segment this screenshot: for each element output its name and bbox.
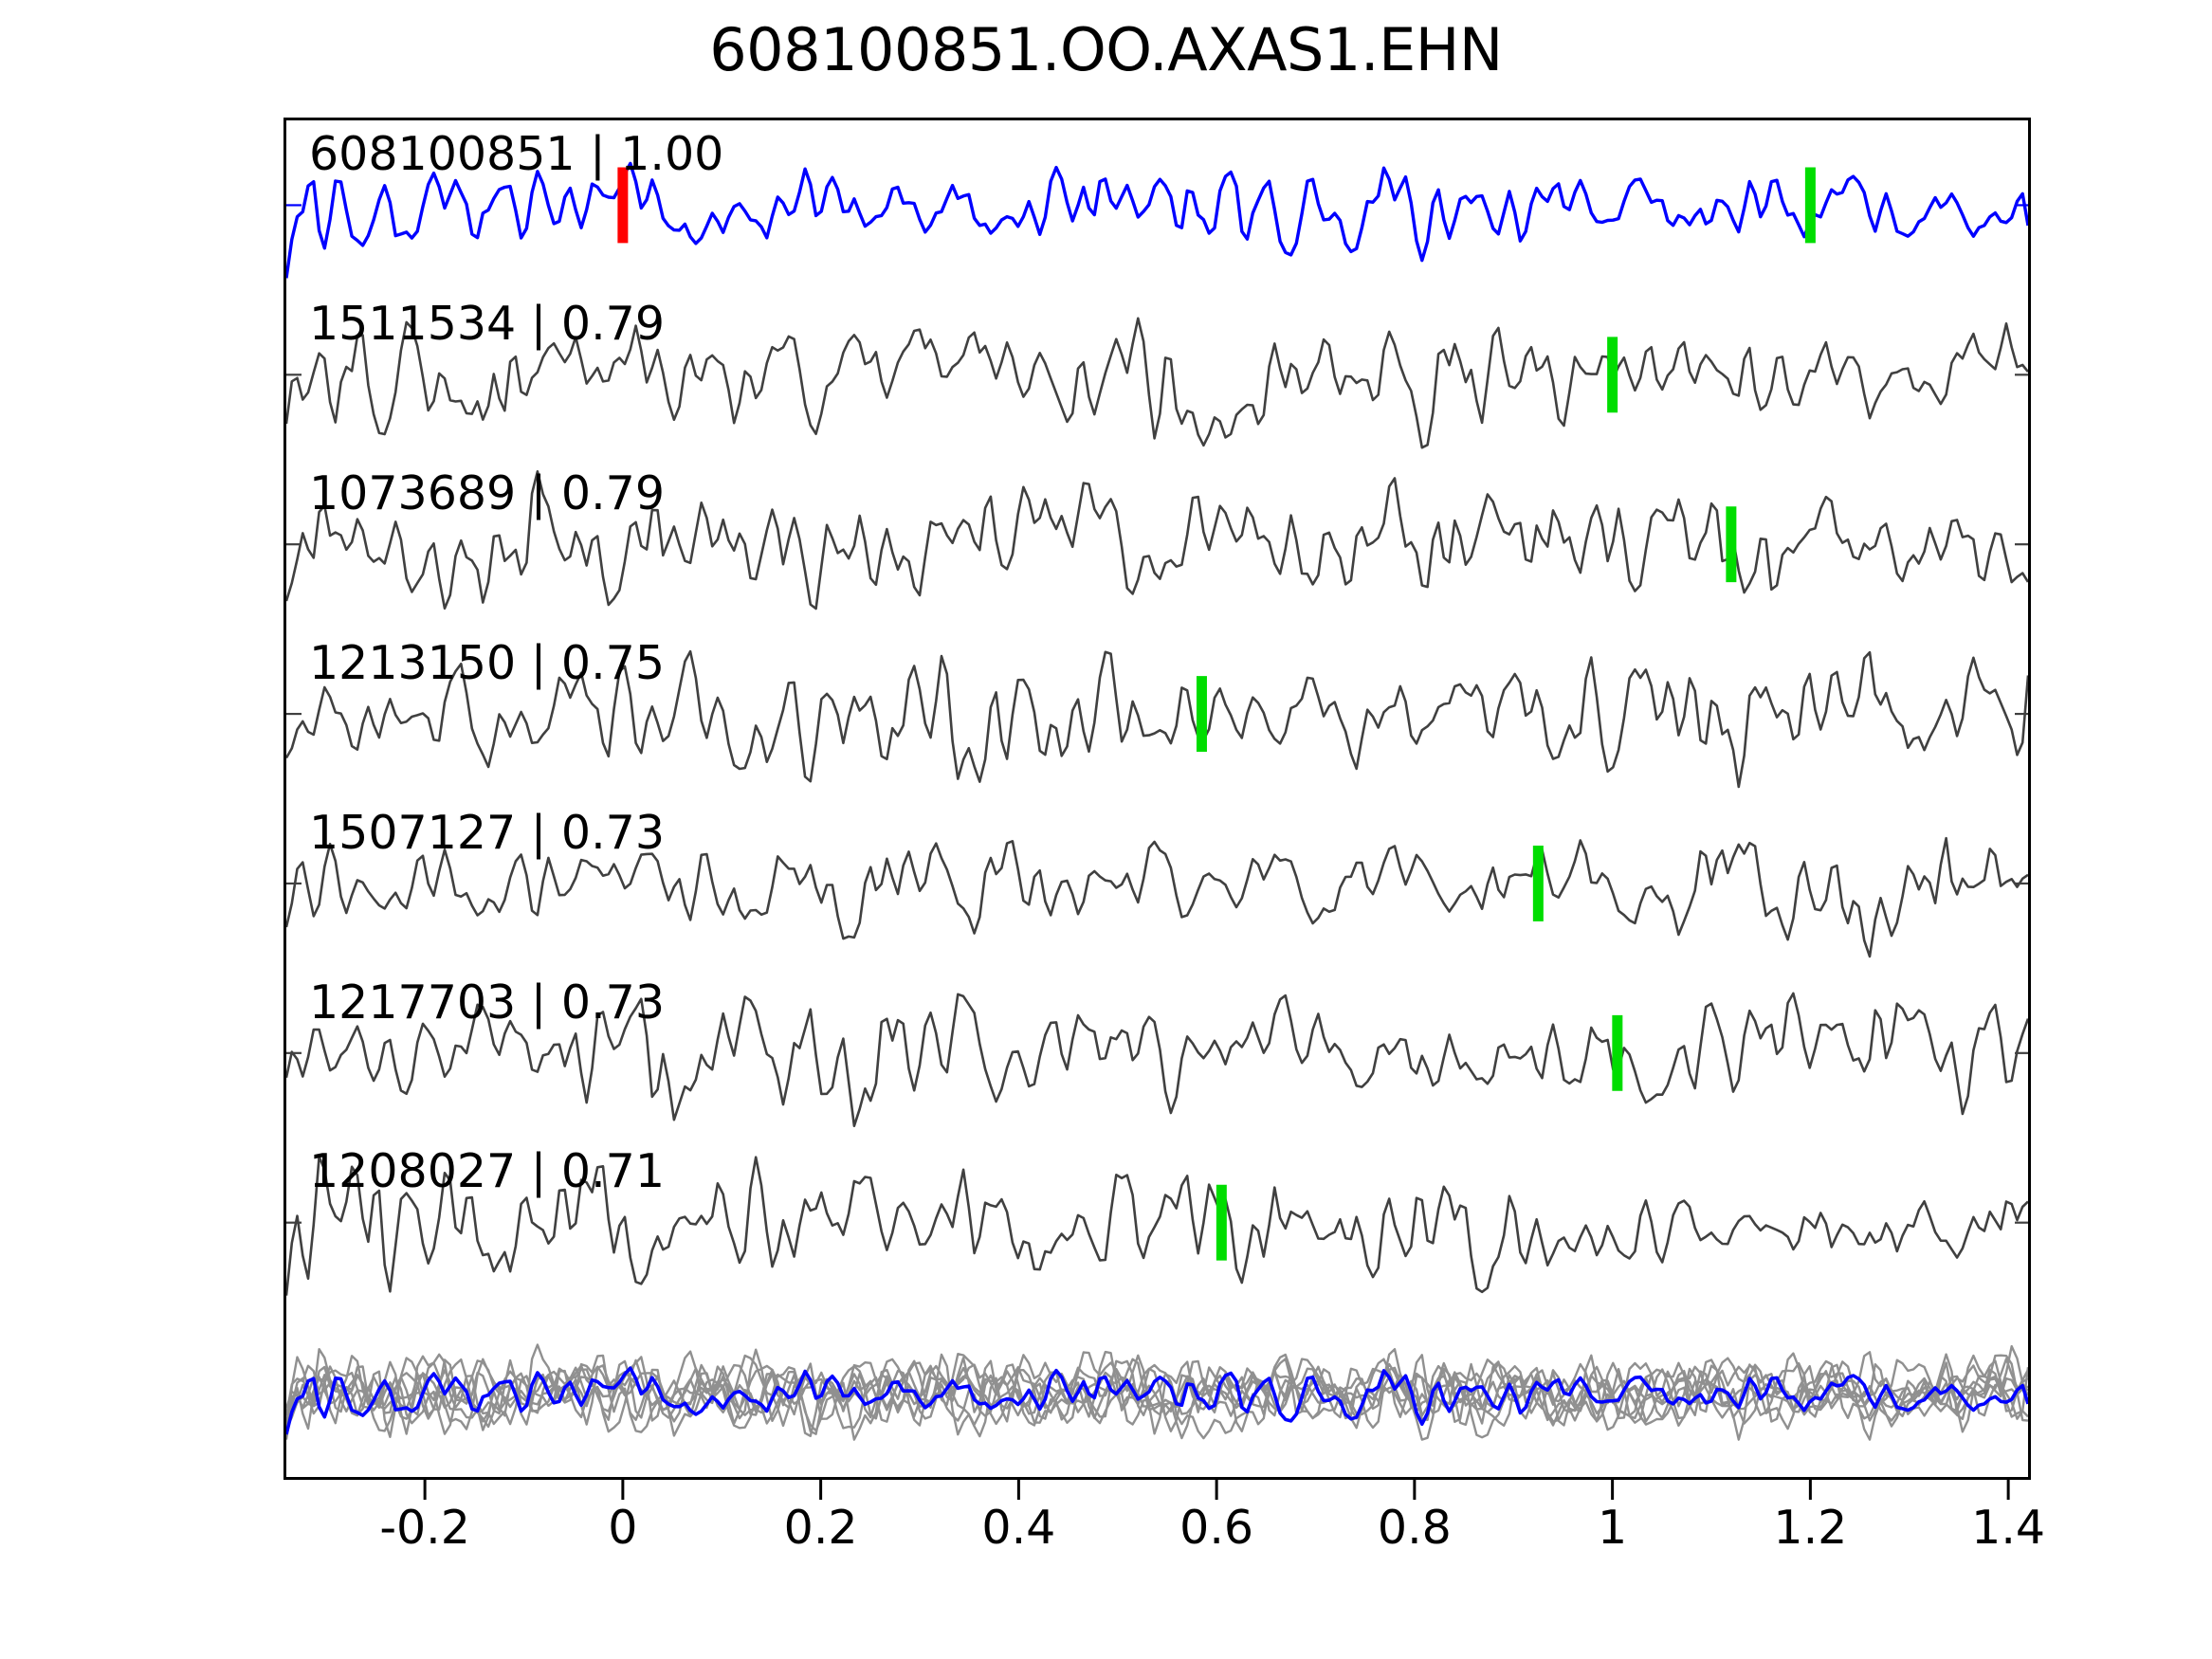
waveform-canvas — [286, 161, 2028, 1441]
plot-area: 608100851 | 1.00 1511534 | 0.79 1073689 | … — [283, 118, 2031, 1480]
waveform-trace — [286, 317, 2028, 449]
x-tick-label: 0.8 — [1377, 1501, 1452, 1555]
stack-overlay-trace — [286, 1348, 2028, 1440]
x-tick-label: 0.2 — [783, 1501, 858, 1555]
stack-template-trace — [286, 1366, 2028, 1435]
x-tick-label: 0.6 — [1179, 1501, 1254, 1555]
waveform-trace — [286, 992, 2028, 1127]
x-tick-label: 1 — [1598, 1501, 1628, 1555]
stack-overlay-trace — [286, 1350, 2028, 1441]
waveform-trace — [286, 470, 2028, 611]
x-tick-label: 1.4 — [1971, 1501, 2046, 1555]
waveform-trace — [286, 1155, 2028, 1296]
page-title: 608100851.OO.AXAS1.EHN — [709, 15, 1503, 84]
waveform-trace — [286, 649, 2028, 789]
waveform-trace — [286, 161, 2028, 279]
stack-overlay-trace — [286, 1344, 2028, 1431]
x-tick-label: 1.2 — [1773, 1501, 1848, 1555]
x-tick-label: -0.2 — [379, 1501, 470, 1555]
x-axis: -0.2 0 0.2 0.4 0.6 0.8 1 1.2 1.4 — [283, 1480, 2045, 1594]
x-tick-label: 0 — [608, 1501, 638, 1555]
x-tick-label: 0.4 — [981, 1501, 1056, 1555]
waveform-trace — [286, 836, 2028, 958]
x-axis-ticks — [423, 1480, 2010, 1500]
